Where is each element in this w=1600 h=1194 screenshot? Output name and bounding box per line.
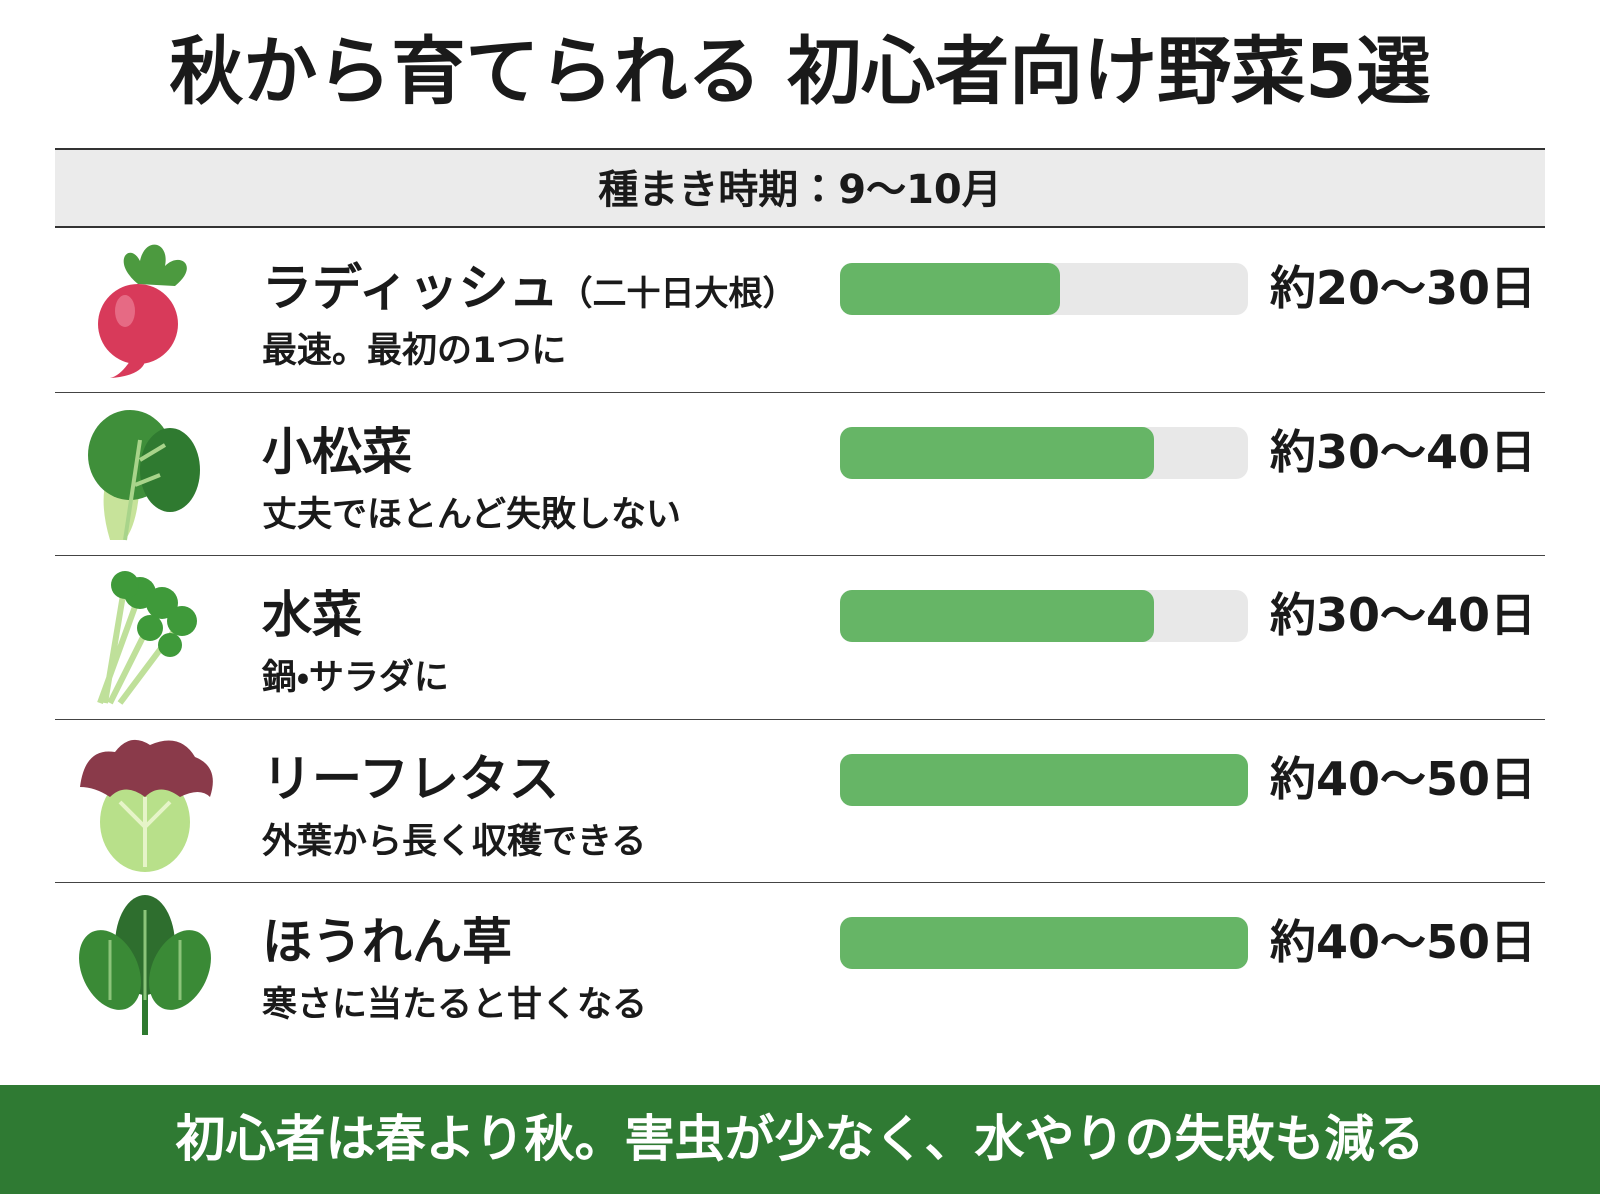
- bar-fill: [840, 263, 1061, 315]
- bar-track: [840, 426, 1248, 479]
- bar-fill: [840, 426, 1155, 479]
- title: 秋から育てられる 初心者向け野菜5選: [169, 29, 1431, 115]
- bar-fill: [840, 590, 1155, 642]
- days-label: 約20〜30日: [1270, 261, 1537, 315]
- row-separator: [55, 555, 1545, 556]
- vegetable-icon: [70, 236, 220, 386]
- days-label: 約30〜40日: [1270, 424, 1537, 479]
- name-text: リーフレタス: [262, 749, 559, 808]
- vegetable-name: ほうれん草: [262, 912, 512, 972]
- icon-graphic: [88, 409, 200, 540]
- bar-track: [840, 263, 1248, 315]
- description: 最速。最初の1つに: [262, 331, 567, 371]
- bar-track: [840, 590, 1248, 642]
- vegetable-icon: [70, 727, 220, 877]
- bar-track: [840, 917, 1248, 969]
- days-label: 約40〜50日: [1270, 751, 1537, 806]
- sowing-period: 種まき時期：9〜10月: [55, 148, 1545, 228]
- bar-fill: [840, 917, 1248, 969]
- vegetable-name: 水菜: [262, 585, 362, 645]
- bar-fill: [840, 753, 1248, 806]
- name-note: （二十日大根）: [558, 274, 797, 314]
- description: 丈夫でほとんど失敗しない: [262, 494, 681, 535]
- name-text: ラディッシュ: [262, 259, 559, 317]
- icon-graphic: [97, 571, 197, 705]
- icon-graphic: [98, 244, 187, 378]
- vegetable-icon: [70, 563, 220, 713]
- vegetable-icon: [70, 890, 220, 1040]
- footer: 初心者は春より秋。害虫が少なく、水やりの失敗も減る: [0, 1085, 1600, 1194]
- icon-graphic: [79, 895, 211, 1035]
- icon-graphic: [80, 739, 213, 872]
- bar-track: [840, 753, 1248, 806]
- vegetable-name: 小松菜: [262, 422, 412, 482]
- row-separator: [55, 882, 1545, 883]
- vegetable-name: ラディッシュ（二十日大根）: [262, 258, 797, 324]
- vegetable-name: リーフレタス: [262, 749, 559, 809]
- days-label: 約30〜40日: [1270, 588, 1537, 642]
- description: 外葉から長く収穫できる: [262, 821, 647, 862]
- vegetable-icon: [70, 400, 220, 550]
- row-separator: [55, 391, 1545, 393]
- name-text: 水菜: [262, 586, 362, 644]
- description: 寒さに当たると甘くなる: [262, 985, 648, 1025]
- days-label: 約40〜50日: [1270, 915, 1537, 969]
- row-separator: [55, 718, 1545, 720]
- description: 鍋・サラダに: [262, 658, 449, 698]
- name-text: 小松菜: [262, 422, 412, 481]
- name-text: ほうれん草: [262, 913, 512, 971]
